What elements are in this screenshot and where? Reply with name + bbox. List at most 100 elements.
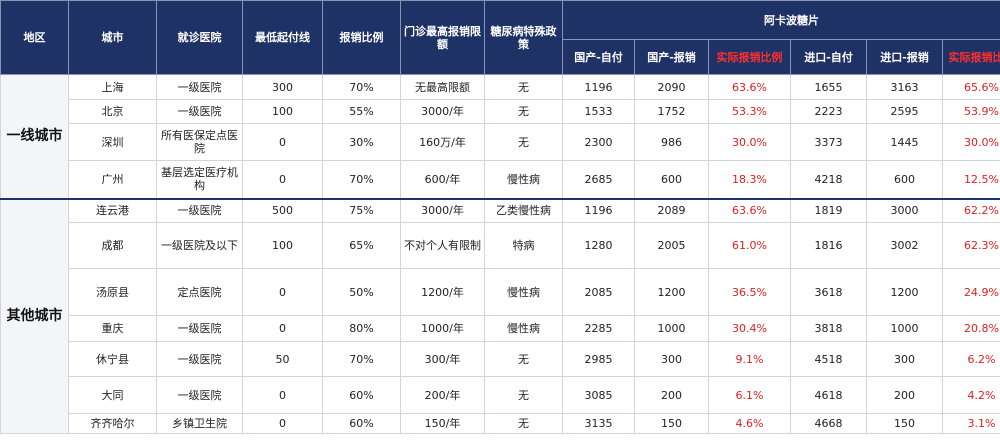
import-reimbursed-cell: 2595	[866, 99, 943, 124]
reimb-ratio-cell: 80%	[322, 315, 401, 342]
city-cell: 成都	[68, 222, 157, 269]
import-reimbursed-cell: 300	[866, 341, 943, 377]
import-self-pay-cell: 3818	[790, 315, 867, 342]
domestic-actual-ratio-cell: 18.3%	[708, 160, 791, 199]
hospital-cell: 所有医保定点医院	[156, 123, 243, 161]
city-cell: 休宁县	[68, 341, 157, 377]
table-row: 成都 一级医院及以下 100 65% 不对个人有限制 特病 1280 2005 61.0% 181…	[1, 222, 1000, 269]
domestic-self-pay-cell: 2085	[562, 268, 635, 316]
reimb-ratio-cell: 55%	[322, 99, 401, 124]
outpatient-cap-cell: 300/年	[400, 341, 485, 377]
hospital-cell: 一级医院及以下	[156, 222, 243, 269]
reimb-ratio-cell: 75%	[322, 197, 401, 223]
diabetes-policy-cell: 无	[484, 99, 563, 124]
domestic-actual-ratio-cell: 30.4%	[708, 315, 791, 342]
city-cell: 汤原县	[68, 268, 157, 316]
domestic-reimbursed-cell: 1000	[634, 315, 709, 342]
import-reimbursed-cell: 3002	[866, 222, 943, 269]
import-actual-ratio-cell: 53.9%	[942, 99, 1000, 124]
outpatient-cap-cell: 150/年	[400, 413, 485, 434]
import-reimbursed-cell: 200	[866, 376, 943, 414]
domestic-self-pay-cell: 2285	[562, 315, 635, 342]
header-diabetes-policy: 糖尿病特殊政策	[484, 0, 563, 75]
deductible-cell: 0	[242, 315, 323, 342]
diabetes-policy-cell: 特病	[484, 222, 563, 269]
import-actual-ratio-cell: 62.3%	[942, 222, 1000, 269]
domestic-actual-ratio-cell: 63.6%	[708, 74, 791, 100]
import-reimbursed-cell: 3000	[866, 197, 943, 223]
deductible-cell: 100	[242, 222, 323, 269]
header-city: 城市	[68, 0, 157, 75]
diabetes-policy-cell: 无	[484, 123, 563, 161]
import-self-pay-cell: 2223	[790, 99, 867, 124]
domestic-self-pay-cell: 1196	[562, 74, 635, 100]
domestic-actual-ratio-cell: 4.6%	[708, 413, 791, 434]
domestic-reimbursed-cell: 986	[634, 123, 709, 161]
domestic-actual-ratio-cell: 61.0%	[708, 222, 791, 269]
region-cell: 一线城市	[0, 74, 69, 199]
import-actual-ratio-cell: 65.6%	[942, 74, 1000, 100]
table-row: 汤原县 定点医院 0 50% 1200/年 慢性病 2085 1200 36.5% 3618 120…	[1, 268, 1000, 316]
city-cell: 重庆	[68, 315, 157, 342]
domestic-self-pay-cell: 3135	[562, 413, 635, 434]
header-outpatient-cap: 门诊最高报销限额	[400, 0, 485, 75]
outpatient-cap-cell: 3000/年	[400, 197, 485, 223]
deductible-cell: 0	[242, 160, 323, 199]
domestic-self-pay-cell: 2300	[562, 123, 635, 161]
import-actual-ratio-cell: 12.5%	[942, 160, 1000, 199]
domestic-actual-ratio-cell: 63.6%	[708, 197, 791, 223]
reimb-ratio-cell: 65%	[322, 222, 401, 269]
table-row: 北京 一级医院 100 55% 3000/年无 1533 1752 53.3% 2223 2595…	[1, 99, 1000, 124]
header-imp-self: 进口-自付	[790, 39, 867, 75]
deductible-cell: 50	[242, 341, 323, 377]
city-cell: 连云港	[68, 197, 157, 223]
hospital-cell: 一级医院	[156, 99, 243, 124]
import-actual-ratio-cell: 24.9%	[942, 268, 1000, 316]
header-deductible: 最低起付线	[242, 0, 323, 75]
hospital-cell: 一级医院	[156, 341, 243, 377]
domestic-reimbursed-cell: 150	[634, 413, 709, 434]
domestic-reimbursed-cell: 600	[634, 160, 709, 199]
domestic-reimbursed-cell: 200	[634, 376, 709, 414]
header-region: 地区	[0, 0, 69, 75]
import-actual-ratio-cell: 4.2%	[942, 376, 1000, 414]
import-self-pay-cell: 3373	[790, 123, 867, 161]
hospital-cell: 一级医院	[156, 74, 243, 100]
diabetes-policy-cell: 无	[484, 376, 563, 414]
header-imp-reimb: 进口-报销	[866, 39, 943, 75]
deductible-cell: 500	[242, 197, 323, 223]
domestic-reimbursed-cell: 1752	[634, 99, 709, 124]
table-row: 休宁县 一级医院 50 70% 300/年无 2985 300 9.1% 4518 300 6.2%	[1, 341, 1000, 377]
import-self-pay-cell: 1816	[790, 222, 867, 269]
diabetes-policy-cell: 慢性病	[484, 160, 563, 199]
city-cell: 广州	[68, 160, 157, 199]
diabetes-policy-cell: 无	[484, 74, 563, 100]
diabetes-policy-cell: 无	[484, 341, 563, 377]
diabetes-policy-cell: 慢性病	[484, 315, 563, 342]
reimb-ratio-cell: 70%	[322, 341, 401, 377]
import-reimbursed-cell: 1200	[866, 268, 943, 316]
table-row: 齐齐哈尔 乡镇卫生院 0 60% 150/年无 3135 150 4.6% 4668 150 3.1…	[1, 413, 1000, 434]
header-imp-actual: 实际报销比例	[942, 39, 1000, 75]
header-dom-reimb: 国产-报销	[634, 39, 709, 75]
table-row: 其他城市 连云港 一级医院 500 75% 3000/年 乙类慢性病 1196 2089 63.6…	[0, 197, 1000, 434]
domestic-actual-ratio-cell: 36.5%	[708, 268, 791, 316]
outpatient-cap-cell: 1000/年	[400, 315, 485, 342]
import-actual-ratio-cell: 20.8%	[942, 315, 1000, 342]
reimb-ratio-cell: 50%	[322, 268, 401, 316]
reimb-ratio-cell: 30%	[322, 123, 401, 161]
hospital-cell: 乡镇卫生院	[156, 413, 243, 434]
domestic-actual-ratio-cell: 30.0%	[708, 123, 791, 161]
header-hospital: 就诊医院	[156, 0, 243, 75]
domestic-reimbursed-cell: 2089	[634, 197, 709, 223]
outpatient-cap-cell: 600/年	[400, 160, 485, 199]
city-cell: 齐齐哈尔	[68, 413, 157, 434]
import-reimbursed-cell: 1000	[866, 315, 943, 342]
hospital-cell: 一级医院	[156, 376, 243, 414]
domestic-self-pay-cell: 2685	[562, 160, 635, 199]
outpatient-cap-cell: 200/年	[400, 376, 485, 414]
table-header: 地区 城市 就诊医院 最低起付线 报销比例 门诊最高报销限额 糖尿病特殊政策 阿…	[0, 0, 1000, 75]
outpatient-cap-cell: 1200/年	[400, 268, 485, 316]
diabetes-policy-cell: 无	[484, 413, 563, 434]
header-reimb-ratio: 报销比例	[322, 0, 401, 75]
